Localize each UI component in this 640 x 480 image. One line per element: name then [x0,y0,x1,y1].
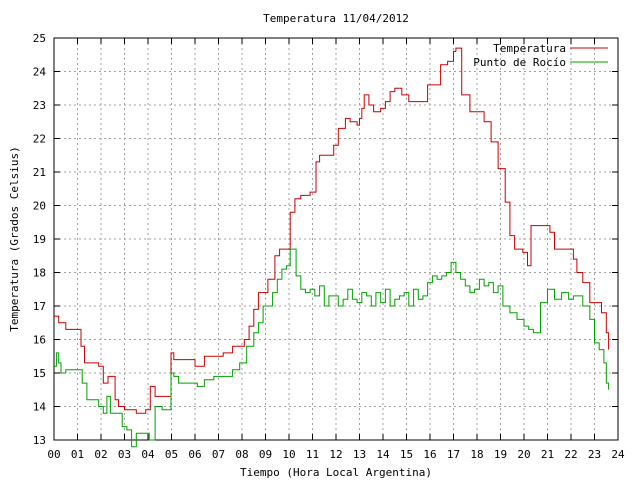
x-tick-label: 02 [94,448,107,461]
x-tick-label: 09 [259,448,272,461]
y-tick-label: 17 [33,300,46,313]
x-tick-label: 12 [329,448,342,461]
y-tick-label: 14 [33,401,47,414]
y-tick-label: 24 [33,66,47,79]
x-tick-label: 07 [212,448,225,461]
x-tick-label: 04 [141,448,155,461]
x-tick-label: 06 [188,448,201,461]
grid [54,38,618,440]
y-tick-label: 19 [33,233,46,246]
x-tick-label: 14 [376,448,390,461]
x-axis-label: Tiempo (Hora Local Argentina) [240,466,432,479]
y-tick-label: 21 [33,166,46,179]
x-tick-label: 20 [517,448,530,461]
y-tick-label: 23 [33,99,46,112]
x-tick-label: 00 [47,448,60,461]
x-tick-label: 05 [165,448,178,461]
y-tick-label: 18 [33,267,46,280]
x-tick-label: 23 [588,448,601,461]
y-tick-label: 16 [33,334,46,347]
y-axis-label: Temperatura (Grados Celsius) [8,146,21,331]
series-line-temperatura [54,47,610,414]
x-tick-label: 22 [564,448,577,461]
legend-label: Temperatura [493,42,566,55]
axis-ticks: 00 01 02 03 04 05 06 07 08 09 10 11 12 13 14 15 16 17 18 19… [33,32,625,461]
x-tick-label: 24 [611,448,625,461]
x-tick-label: 08 [235,448,248,461]
y-tick-label: 25 [33,32,46,45]
x-tick-label: 21 [541,448,554,461]
y-tick-label: 22 [33,133,46,146]
series-line-punto-de-rocio [54,248,610,448]
x-tick-label: 10 [282,448,295,461]
x-tick-label: 17 [447,448,460,461]
x-tick-label: 13 [353,448,366,461]
series-group [54,47,610,448]
x-tick-label: 19 [494,448,507,461]
legend-label: Punto de Rocío [473,56,566,69]
y-tick-label: 13 [33,434,46,447]
x-tick-label: 15 [400,448,413,461]
x-tick-label: 11 [306,448,319,461]
x-tick-label: 18 [470,448,483,461]
y-tick-label: 15 [33,367,46,380]
chart-title: Temperatura 11/04/2012 [263,12,409,25]
x-tick-label: 16 [423,448,436,461]
x-tick-label: 03 [118,448,131,461]
x-tick-label: 01 [71,448,84,461]
y-tick-label: 20 [33,200,46,213]
